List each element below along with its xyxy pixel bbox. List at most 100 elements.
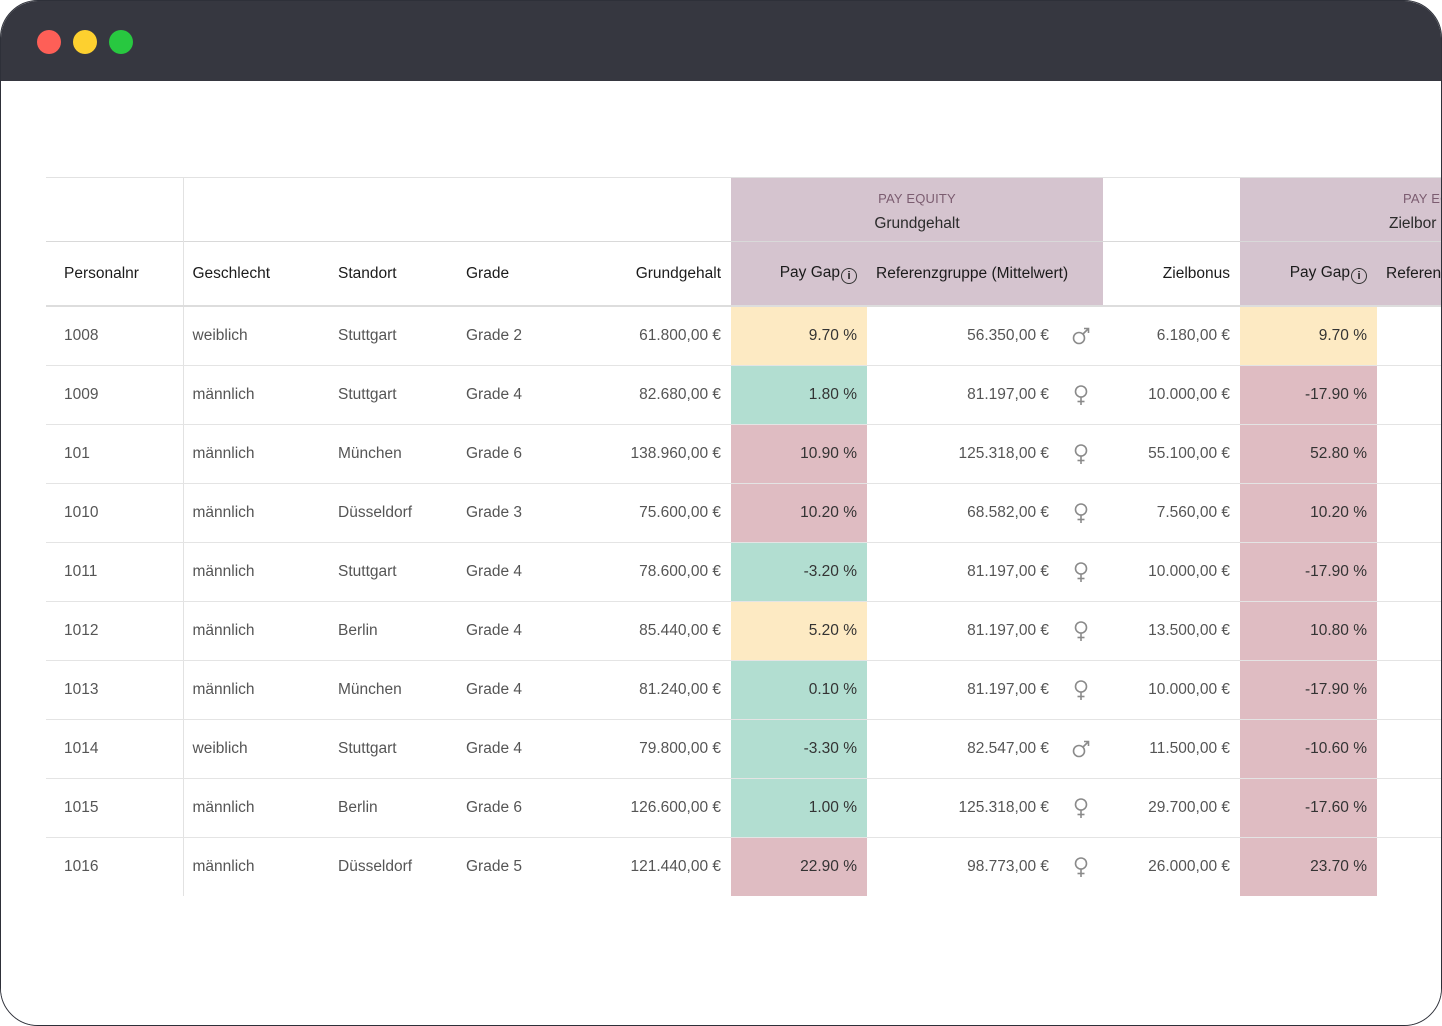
col-header-pay-gap-2[interactable]: Pay Gap i: [1240, 241, 1377, 307]
maximize-window-button[interactable]: [109, 30, 133, 54]
table-row[interactable]: 1014 weiblich Stuttgart Grade 4 79.800,00 € -…: [46, 719, 1441, 779]
cell-grundgehalt: 61.800,00 €: [567, 306, 731, 366]
cell-grade: Grade 2: [457, 306, 567, 366]
cell-referenzgruppe: 81.197,00 €: [867, 660, 1103, 720]
cell-referenzgruppe: 68.582,00 €: [867, 483, 1103, 543]
cell-grade: Grade 4: [457, 542, 567, 602]
cell-pay-gap-2: -10.60 %: [1240, 719, 1377, 779]
cell-geschlecht: männlich: [183, 542, 320, 602]
table-row[interactable]: 101 männlich München Grade 6 138.960,00 €10.…: [46, 424, 1441, 484]
cell-standort: Stuttgart: [320, 306, 457, 366]
cell-standort: Düsseldorf: [338, 858, 413, 875]
col-header-personalnr[interactable]: Personalnr: [46, 241, 184, 307]
minimize-window-button[interactable]: [73, 30, 97, 54]
cell-grundgehalt: 126.600,00 €: [567, 778, 731, 838]
cell-referenzgruppe: 81.197,00 €: [867, 542, 1103, 602]
info-icon[interactable]: i: [841, 267, 857, 284]
referenz-value: 82.547,00 €: [967, 740, 1049, 757]
cell-standort: Stuttgart: [320, 542, 457, 602]
male-symbol-icon: [1071, 738, 1091, 760]
cell-zielbonus: 26.000,00 €: [1148, 858, 1230, 875]
table-row[interactable]: 1009 männlich Stuttgart Grade 4 82.680,00 €1…: [46, 365, 1441, 425]
cell-pay-gap-2: -17.60 %: [1240, 778, 1377, 838]
female-symbol-icon: [1071, 679, 1091, 701]
cell-standort: Berlin: [320, 601, 457, 661]
col-header-geschlecht[interactable]: Geschlecht: [183, 241, 320, 307]
cell-personalnr: 1015: [46, 778, 184, 838]
cell-geschlecht: weiblich: [183, 306, 320, 366]
table-row[interactable]: 1011 männlich Stuttgart Grade 4 78.600,00 € -…: [46, 542, 1441, 602]
cell-zielbonus: 6.180,00 €: [1103, 306, 1240, 366]
cell-grundgehalt: 78.600,00 €: [567, 542, 731, 602]
col-header-grundgehalt[interactable]: Grundgehalt: [567, 241, 731, 307]
cell-geschlecht: weiblich: [183, 719, 320, 779]
cell-referenz-2: [1377, 601, 1441, 661]
referenz-value: 68.582,00 €: [967, 504, 1049, 521]
table-row[interactable]: 1013 männlich München Grade 4 81.240,00 €0.1…: [46, 660, 1441, 720]
cell-personalnr: 1010: [46, 483, 184, 543]
cell-zielbonus: 7.560,00 €: [1103, 483, 1240, 543]
cell-referenzgruppe: 125.318,00 €: [867, 778, 1103, 838]
group-header-grundgehalt: PAY EQUITY Grundgehalt: [731, 177, 1103, 242]
close-window-button[interactable]: [37, 30, 61, 54]
cell-referenz-2: [1377, 660, 1441, 720]
referenz-value: 81.197,00 €: [967, 681, 1049, 698]
group-header-zielbonus: PAY EQU Zielbor: [1240, 177, 1441, 242]
table-row[interactable]: 1015 männlich Berlin Grade 6 126.600,00 €1.0…: [46, 778, 1441, 838]
cell-pay-gap-2: 10.20 %: [1240, 483, 1377, 543]
cell-zielbonus: 29.700,00 €: [1103, 778, 1240, 838]
cell-pay-gap: 9.70 %: [731, 306, 867, 366]
cell-geschlecht: männlich: [183, 365, 320, 425]
cell-grundgehalt: 75.600,00 €: [567, 483, 731, 543]
table-row[interactable]: 1008 weiblich Stuttgart Grade 2 61.800,00 €9…: [46, 306, 1441, 366]
cell-referenz-2: [1377, 778, 1441, 838]
table-row[interactable]: 1016 männlich Düsseldorf Grade 5 121.440,00 …: [46, 837, 1441, 896]
female-symbol-icon: [1071, 797, 1091, 819]
group-header-row: PAY EQUITY Grundgehalt PAY EQU Zielbor: [46, 177, 1441, 242]
male-symbol-icon: [1071, 325, 1091, 347]
cell-referenzgruppe: 82.547,00 €: [867, 719, 1103, 779]
female-symbol-icon: [1071, 856, 1091, 878]
title-bar: [1, 1, 1441, 81]
col-header-zielbonus[interactable]: Zielbonus: [1103, 241, 1240, 307]
cell-zielbonus: 10.000,00 €: [1103, 660, 1240, 720]
pay-gap-label: Pay Gap: [779, 263, 840, 281]
cell-referenz-2: [1377, 719, 1441, 779]
info-icon[interactable]: i: [1351, 267, 1367, 284]
group-subtitle: PAY EQUITY: [878, 190, 956, 206]
referenz-value: 81.197,00 €: [967, 386, 1049, 403]
cell-personalnr: 1013: [46, 660, 184, 720]
cell-personalnr: 1011: [46, 542, 184, 602]
female-symbol-icon: [1071, 502, 1091, 524]
group-title: Grundgehalt: [874, 214, 960, 232]
col-header-referenz-2[interactable]: Referen: [1377, 241, 1441, 307]
cell-pay-gap-2: 10.80 %: [1240, 601, 1377, 661]
referenz-value: 98.773,00 €: [967, 858, 1049, 875]
referenz-value: 125.318,00 €: [958, 799, 1049, 816]
pay-gap-label: Pay Gap: [1289, 263, 1350, 281]
cell-standort: München: [320, 424, 457, 484]
cell-referenzgruppe: 81.197,00 €: [867, 601, 1103, 661]
cell-pay-gap-2: 9.70 %: [1240, 306, 1377, 366]
table-row[interactable]: 1012 männlich Berlin Grade 4 85.440,00 €5.20…: [46, 601, 1441, 661]
group-title: Zielbor: [1389, 214, 1437, 232]
col-header-grade[interactable]: Grade: [457, 241, 567, 307]
col-header-standort[interactable]: Standort: [320, 241, 457, 307]
cell-standort: Düsseldorf: [320, 483, 457, 543]
cell-referenzgruppe: 56.350,00 €: [867, 306, 1103, 366]
female-symbol-icon: [1071, 443, 1091, 465]
cell-grundgehalt: 81.240,00 €: [567, 660, 731, 720]
cell-standort: München: [320, 660, 457, 720]
table-row[interactable]: 1010 männlich Düsseldorf Grade 3 75.600,00 €…: [46, 483, 1441, 543]
cell-zielbonus: 10.000,00 €: [1103, 365, 1240, 425]
cell-pay-gap-2: -17.90 %: [1240, 542, 1377, 602]
cell-pay-gap-2: -17.90 %: [1240, 365, 1377, 425]
cell-personalnr: 1014: [46, 719, 184, 779]
col-header-referenzgruppe[interactable]: Referenzgruppe (Mittelwert): [867, 241, 1103, 307]
col-header-pay-gap[interactable]: Pay Gap i: [731, 241, 867, 307]
cell-pay-gap: 5.20 %: [731, 601, 867, 661]
cell-personalnr: 1009: [46, 365, 184, 425]
cell-referenzgruppe: 81.197,00 €: [867, 365, 1103, 425]
cell-pay-gap-2: 23.70 %: [1240, 837, 1377, 896]
